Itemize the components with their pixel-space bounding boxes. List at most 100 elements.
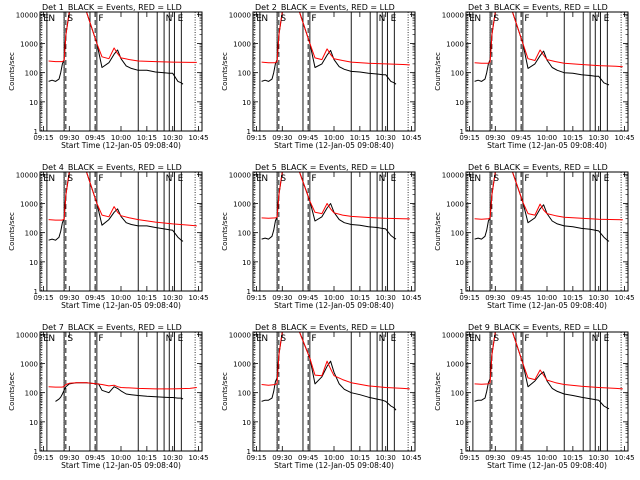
y-tick-label: 1 (34, 128, 38, 136)
events-series-line (48, 12, 184, 85)
x-tick-label: 09:15 (459, 454, 479, 462)
y-tick-label: 100 (451, 390, 464, 398)
y-tick-label: 10000 (229, 331, 251, 339)
marker-letter: F (524, 334, 529, 344)
y-tick-label: 10000 (16, 331, 38, 339)
events-series-line (474, 172, 610, 242)
x-tick-label: 09:30 (59, 294, 79, 302)
y-tick-label: 10000 (16, 11, 38, 19)
events-series-line (48, 172, 184, 242)
panel-title-legend: BLACK = Events, RED = LLD (68, 163, 182, 172)
marker-letter: N (379, 174, 386, 184)
x-tick-label: 10:15 (137, 294, 157, 302)
y-axis-label: Counts/sec (434, 52, 442, 91)
marker-letter: E (469, 334, 475, 344)
marker-letter: S (493, 14, 499, 24)
y-axis-label: Counts/sec (221, 212, 229, 251)
x-tick-label: 09:15 (459, 294, 479, 302)
marker-letter: N (166, 334, 173, 344)
y-tick-label: 10 (455, 419, 464, 427)
plot-frame (465, 331, 629, 452)
panel-title-detector: Det 1 (42, 3, 64, 12)
y-tick-label: 1000 (446, 40, 464, 48)
marker-letter: N (166, 14, 173, 24)
marker-letter: N (379, 14, 386, 24)
x-tick-label: 10:00 (324, 134, 344, 142)
marker-letter: E (256, 174, 262, 184)
events-series-line (261, 332, 397, 411)
marker-letter: S (280, 14, 286, 24)
marker-letter: E (469, 174, 475, 184)
marker-letter: F (98, 334, 103, 344)
y-tick-label: 10 (29, 99, 38, 107)
x-tick-label: 09:30 (485, 454, 505, 462)
x-tick-label: 09:45 (511, 294, 531, 302)
y-tick-label: 1000 (20, 200, 38, 208)
x-tick-label: 09:30 (485, 134, 505, 142)
y-tick-label: 1000 (20, 360, 38, 368)
x-tick-label: 09:15 (33, 454, 53, 462)
plot-frame (39, 171, 203, 292)
panel-title-detector: Det 2 (255, 3, 277, 12)
events-series-line (474, 12, 610, 86)
plot-frame (465, 171, 629, 292)
y-axis-label: Counts/sec (8, 52, 16, 91)
marker-letter: S (67, 334, 73, 344)
x-tick-label: 10:30 (163, 134, 183, 142)
chart-panel: Det 7 BLACK = Events, RED = LLD 1 10 100 1000… (8, 323, 209, 470)
x-tick-label: 10:45 (401, 134, 421, 142)
marker-letter: F (311, 14, 316, 24)
x-tick-label: 09:15 (246, 134, 266, 142)
x-tick-label: 10:45 (614, 134, 634, 142)
marker-letter: S (280, 334, 286, 344)
panel-title-detector: Det 4 (42, 163, 64, 172)
marker-letter: N (48, 334, 55, 344)
x-tick-label: 10:45 (401, 454, 421, 462)
x-tick-label: 09:30 (59, 134, 79, 142)
x-axis-label: Start Time (12-Jan-05 09:08:40) (487, 461, 607, 470)
y-tick-label: 10 (242, 99, 251, 107)
y-tick-label: 100 (238, 390, 251, 398)
y-tick-label: 100 (25, 390, 38, 398)
marker-letter: F (524, 174, 529, 184)
plot-frame (252, 11, 416, 132)
marker-letter: E (43, 14, 49, 24)
x-tick-label: 10:15 (137, 134, 157, 142)
lld-series-line (48, 12, 197, 63)
marker-letter: E (604, 14, 610, 24)
x-tick-label: 10:00 (537, 454, 557, 462)
chart-panel: Det 8 BLACK = Events, RED = LLD 1 10 100 1000… (221, 323, 422, 470)
x-tick-label: 09:15 (33, 294, 53, 302)
lld-series-line (474, 12, 623, 68)
x-tick-label: 09:15 (459, 134, 479, 142)
x-tick-label: 09:30 (272, 454, 292, 462)
y-tick-label: 1000 (233, 40, 251, 48)
x-tick-label: 10:15 (137, 454, 157, 462)
x-tick-label: 10:45 (401, 294, 421, 302)
marker-letter: E (178, 174, 184, 184)
marker-letter: E (178, 14, 184, 24)
panel-title-legend: BLACK = Events, RED = LLD (494, 3, 608, 12)
x-tick-label: 09:30 (272, 294, 292, 302)
panel-title-detector: Det 9 (468, 323, 490, 332)
marker-letter: N (592, 334, 599, 344)
x-tick-label: 10:15 (563, 294, 583, 302)
lld-series-line (474, 332, 623, 390)
x-tick-label: 10:00 (111, 454, 131, 462)
marker-letter: S (67, 174, 73, 184)
chart-panel: Det 3 BLACK = Events, RED = LLD 1 10 100 1000… (434, 3, 635, 150)
y-tick-label: 1000 (446, 200, 464, 208)
x-tick-label: 10:15 (563, 454, 583, 462)
y-axis-label: Counts/sec (434, 212, 442, 251)
y-tick-label: 100 (238, 70, 251, 78)
panel-title-detector: Det 8 (255, 323, 277, 332)
marker-letter: N (48, 174, 55, 184)
x-tick-label: 10:00 (324, 454, 344, 462)
panel-title: Det 4 BLACK = Events, RED = LLD (42, 163, 182, 172)
y-tick-label: 100 (25, 230, 38, 238)
x-tick-label: 09:15 (246, 294, 266, 302)
